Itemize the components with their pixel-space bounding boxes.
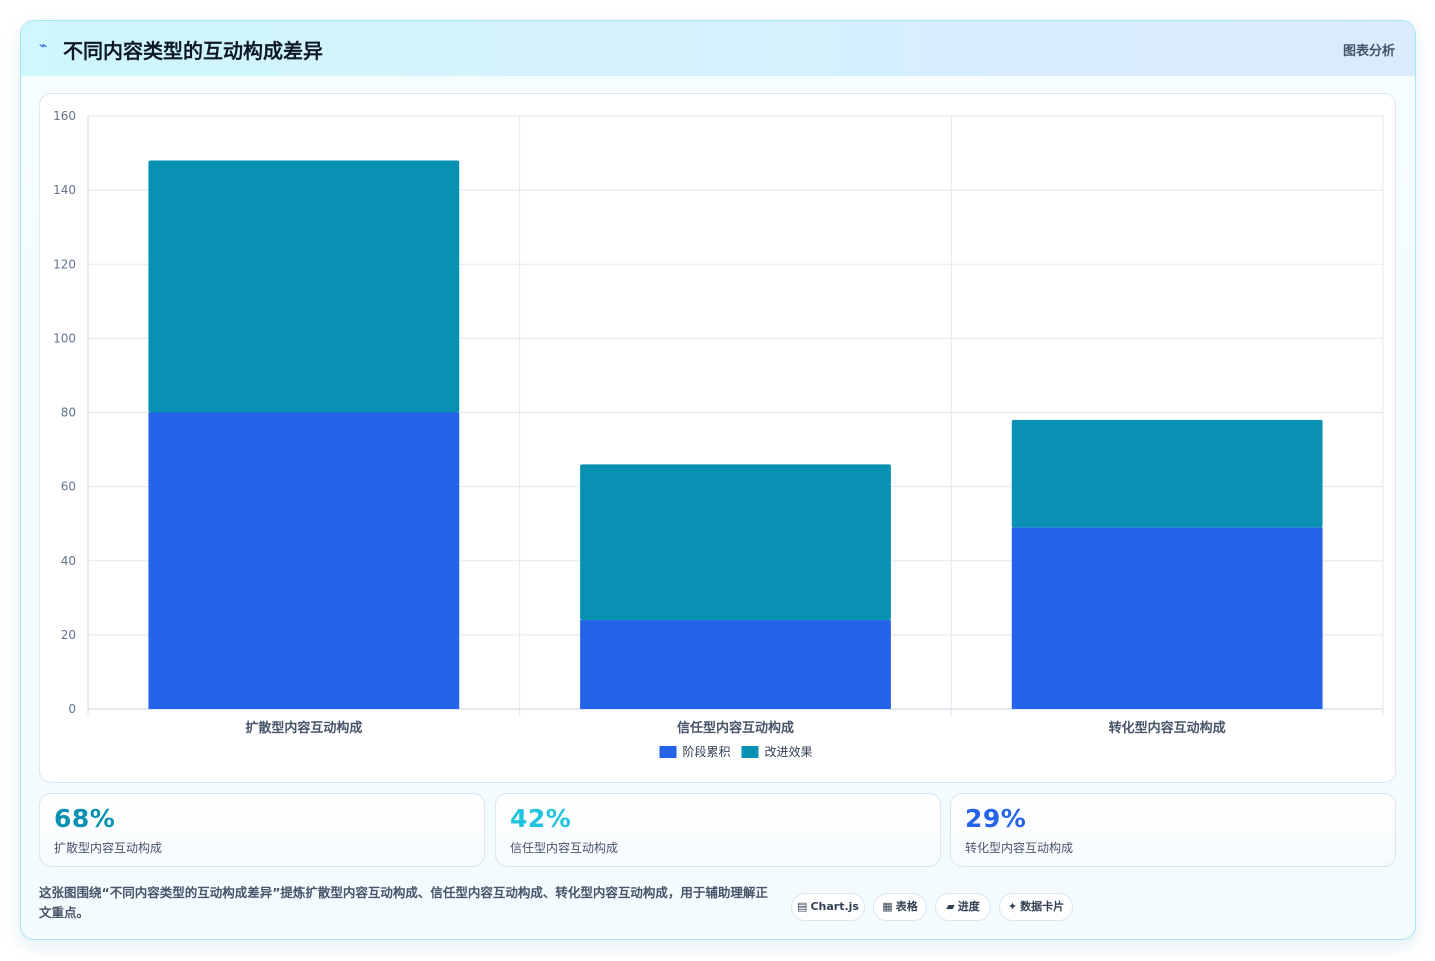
progress-icon: ▰ — [946, 900, 955, 913]
bar-segment — [580, 620, 891, 709]
stat-value: 29% — [965, 804, 1027, 833]
stat-label: 转化型内容互动构成 — [965, 841, 1074, 855]
stat-value: 68% — [54, 804, 116, 833]
y-tick-label: 0 — [68, 702, 76, 716]
chip-data-card[interactable]: ✦ 数据卡片 — [999, 893, 1073, 921]
bar-segment — [580, 464, 891, 621]
table-icon: ▦ — [882, 900, 893, 913]
y-tick-label: 20 — [61, 628, 76, 642]
chip-chartjs[interactable]: ▤ Chart.js — [791, 893, 865, 921]
legend-label: 改进效果 — [765, 744, 813, 759]
chip-label: 进度 — [957, 900, 980, 913]
bar-segment — [1011, 527, 1323, 709]
x-tick-label: 转化型内容互动构成 — [1109, 720, 1226, 736]
y-tick-label: 100 — [53, 331, 76, 345]
stat-label: 扩散型内容互动构成 — [54, 841, 163, 855]
card-title: 不同内容类型的互动构成差异 — [63, 39, 323, 63]
chart-caption: 这张图围绕“不同内容类型的互动构成差异”提炼扩散型内容互动构成、信任型内容互动构… — [39, 885, 768, 920]
x-tick-label: 信任型内容互动构成 — [677, 720, 794, 736]
legend-label: 阶段累积 — [683, 744, 731, 759]
chart-analysis-link[interactable]: 图表分析 — [1342, 44, 1395, 59]
chart-card: ⌁ 不同内容类型的互动构成差异 图表分析 0 20 40 60 80 100 120 140 1… — [20, 20, 1416, 940]
stacked-bar-chart: 0 20 40 60 80 100 120 140 160 扩散型内容互动构成 信任型内容互动构成 转… — [53, 109, 1384, 759]
chip-progress[interactable]: ▰ 进度 — [935, 893, 991, 921]
x-tick-label: 扩散型内容互动构成 — [245, 720, 362, 736]
y-tick-label: 160 — [53, 109, 76, 123]
stat-value: 42% — [510, 804, 572, 833]
stat-card-conversion: 29% 转化型内容互动构成 — [950, 793, 1396, 867]
chip-label: 数据卡片 — [1020, 900, 1065, 913]
y-tick-label: 140 — [53, 183, 76, 197]
y-tick-label: 40 — [61, 554, 76, 568]
bar-segment — [148, 160, 460, 413]
bar-segment — [1011, 419, 1323, 528]
stat-card-diffusion: 68% 扩散型内容互动构成 — [39, 793, 485, 867]
chip-label: Chart.js — [810, 900, 859, 913]
legend-swatch — [659, 746, 677, 758]
y-tick-label: 60 — [61, 480, 76, 494]
chart-panel: 0 20 40 60 80 100 120 140 160 扩散型内容互动构成 信任型内容互动构成 转… — [39, 93, 1396, 783]
chart-icon: ▤ — [797, 900, 808, 913]
stat-label: 信任型内容互动构成 — [510, 841, 619, 855]
stat-card-trust: 42% 信任型内容互动构成 — [495, 793, 941, 867]
legend-swatch — [741, 746, 759, 758]
card-header: ⌁ 不同内容类型的互动构成差异 图表分析 — [21, 21, 1415, 76]
chart-trend-icon: ⌁ — [39, 38, 48, 54]
bar-segment — [148, 412, 460, 709]
chip-label: 表格 — [895, 900, 918, 913]
sparkle-icon: ✦ — [1007, 900, 1018, 913]
y-tick-label: 120 — [53, 257, 76, 271]
chip-table[interactable]: ▦ 表格 — [873, 893, 927, 921]
y-tick-label: 80 — [61, 406, 76, 420]
